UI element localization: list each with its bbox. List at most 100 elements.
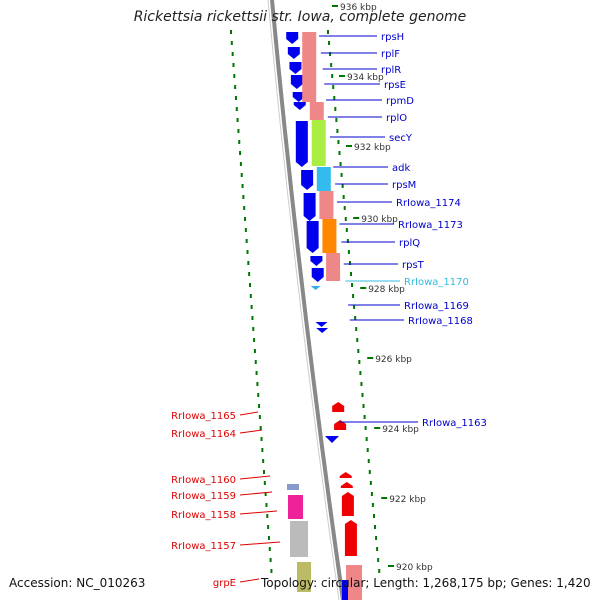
gc-dot-right (338, 151, 341, 155)
reverse-cds-block (339, 472, 352, 478)
forward-cds-block (310, 256, 323, 266)
gene-label: secY (389, 133, 413, 144)
forward-cds-small (325, 436, 339, 443)
reverse-cds-block (341, 492, 354, 516)
gene-label: rpsH (381, 32, 404, 43)
gc-dot-right (340, 173, 343, 177)
gc-dot-right (328, 41, 331, 45)
gc-dot-right (339, 162, 342, 166)
kbp-label: 926 kbp (375, 355, 412, 365)
gc-dot-left (261, 448, 264, 452)
category-block (287, 484, 299, 490)
gene-label: rpsM (392, 180, 416, 191)
gc-dot-left (264, 492, 267, 496)
category-block (326, 253, 341, 281)
gc-dot-right (368, 470, 371, 474)
gc-dot-right (347, 250, 350, 254)
gc-dot-left (252, 327, 255, 331)
gc-dot-left (246, 250, 249, 254)
gc-dot-right (332, 85, 335, 89)
forward-cds-small (315, 322, 328, 327)
gc-dot-left (254, 360, 257, 364)
gc-dot-right (376, 547, 379, 551)
gc-dot-right (352, 294, 355, 298)
gc-dot-right (366, 448, 369, 452)
gc-dot-left (250, 305, 253, 309)
gene-label: rplO (386, 113, 407, 124)
gc-dot-right (378, 569, 381, 573)
gene-label: RrIowa_1170 (404, 277, 469, 288)
gc-dot-left (251, 316, 254, 320)
reverse-cds-block (340, 482, 353, 488)
gc-dot-left (240, 173, 243, 177)
category-block (309, 102, 324, 120)
gene-leader-line (239, 429, 263, 434)
gc-dot-left (238, 140, 241, 144)
category-block (288, 495, 303, 519)
gc-dot-left (259, 426, 262, 430)
kbp-label: 922 kbp (389, 495, 426, 505)
gene-label: rpsT (402, 260, 425, 271)
gene-leader-line (239, 411, 259, 416)
gc-dot-right (357, 349, 360, 353)
gc-dot-right (377, 558, 380, 562)
gc-dot-right (372, 514, 375, 518)
gc-dot-right (329, 52, 332, 56)
gc-dot-right (334, 107, 337, 111)
gc-dot-left (266, 514, 269, 518)
gc-dot-left (236, 118, 239, 122)
forward-cds-block (290, 75, 303, 89)
kbp-label: 934 kbp (347, 73, 384, 83)
gc-dot-left (230, 30, 232, 34)
gc-dot-right (358, 360, 361, 364)
forward-cds-block (311, 268, 324, 282)
kbp-label: 932 kbp (354, 143, 391, 153)
gc-dot-left (244, 228, 247, 232)
gc-dot-left (233, 74, 236, 78)
gc-dot-left (248, 283, 251, 287)
forward-cds-small (310, 286, 321, 290)
gene-label: RrIowa_1164 (171, 429, 236, 440)
gc-dot-left (262, 459, 265, 463)
gc-dot-left (244, 217, 247, 221)
gene-label: rpmD (386, 96, 414, 107)
gc-dot-left (269, 558, 272, 562)
gc-dot-right (355, 327, 358, 331)
gene-label: RrIowa_1160 (171, 475, 236, 486)
gc-dot-right (359, 371, 362, 375)
gc-dot-right (336, 129, 339, 133)
kbp-label: 924 kbp (382, 425, 419, 435)
gene-leader-line (239, 491, 273, 496)
category-block (319, 191, 334, 219)
accession-label: Accession: NC_010263 (9, 576, 146, 590)
gc-dot-right (341, 184, 344, 188)
gc-dot-left (267, 525, 270, 529)
topology-label: Topology: circular; Length: 1,268,175 bp… (261, 576, 591, 590)
gc-dot-right (375, 536, 378, 540)
gc-dot-right (362, 404, 365, 408)
gc-dot-right (331, 74, 334, 78)
category-block (346, 565, 362, 600)
gc-dot-left (235, 107, 238, 111)
gene-label: RrIowa_1169 (404, 301, 469, 312)
gene-label: RrIowa_1168 (408, 316, 473, 327)
forward-cds-small (316, 328, 329, 333)
forward-cds-block (306, 221, 319, 253)
gc-dot-right (364, 426, 367, 430)
gc-dot-right (360, 382, 363, 386)
gc-dot-left (258, 415, 261, 419)
gene-leader-line (239, 578, 260, 583)
backbone-shadow (267, 0, 340, 601)
category-block (311, 120, 326, 166)
gc-dot-right (344, 217, 347, 221)
gene-label: RrIowa_1163 (422, 418, 487, 429)
gc-dot-left (253, 338, 256, 342)
gc-dot-right (361, 393, 364, 397)
gc-dot-left (248, 272, 251, 276)
gc-dot-left (234, 85, 237, 89)
gc-dot-right (346, 239, 349, 243)
gc-dot-left (239, 162, 242, 166)
gc-dot-left (249, 294, 252, 298)
gc-dot-right (371, 503, 374, 507)
